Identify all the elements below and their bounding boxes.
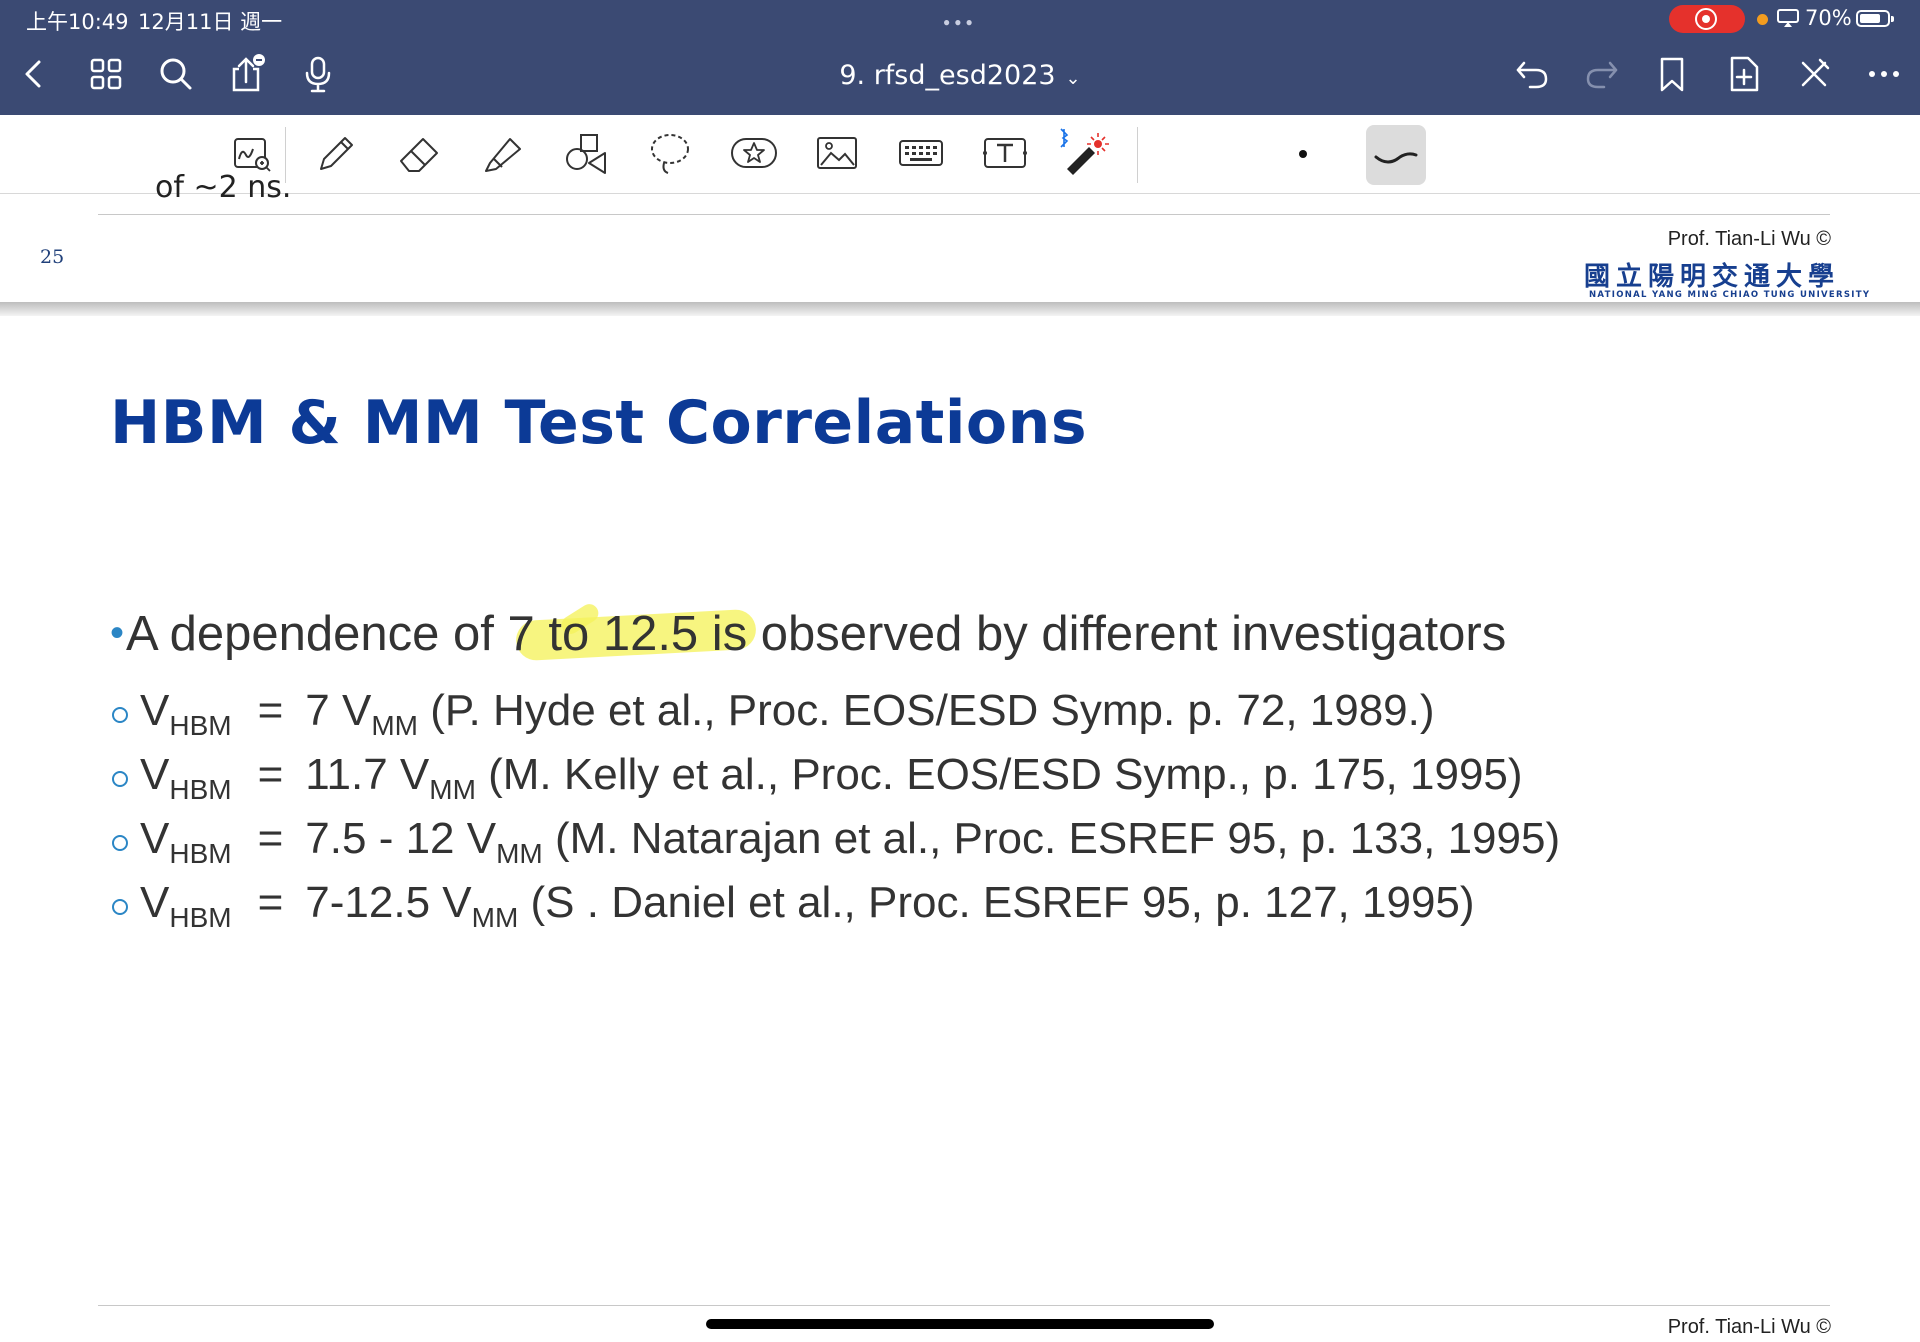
item-symbol: V (140, 750, 170, 799)
chevron-down-icon: ⌄ (1065, 68, 1081, 89)
share-icon[interactable] (226, 54, 266, 94)
item-value-subscript: MM (371, 710, 418, 741)
back-icon[interactable] (14, 54, 54, 94)
item-value: 7-12.5 V (305, 878, 472, 927)
item-value: 7 V (305, 686, 372, 735)
item-subscript: HBM (169, 838, 232, 869)
item-subscript: HBM (169, 902, 232, 933)
undo-icon[interactable] (1512, 54, 1552, 94)
annotation-toolbar (0, 115, 1920, 194)
item-equals: = (257, 878, 284, 927)
lasso-icon[interactable] (642, 127, 698, 179)
text-box-icon[interactable] (977, 127, 1033, 179)
item-symbol: V (140, 814, 170, 863)
battery-percent: 70% (1805, 6, 1852, 30)
author-credit: Prof. Tian-Li Wu © (1667, 228, 1831, 250)
thumbnails-icon[interactable] (86, 54, 126, 94)
stroke-size-dot-icon[interactable] (1299, 150, 1307, 158)
keyboard-icon[interactable] (893, 127, 949, 179)
screen-recording-indicator[interactable] (1669, 5, 1745, 33)
more-icon[interactable] (1864, 54, 1904, 94)
previous-page-text: of ~2 ns. (155, 170, 292, 205)
microphone-icon[interactable] (298, 54, 338, 94)
circle-bullet-icon (112, 899, 128, 915)
university-logo-chinese: 國立陽明交通大學 (1584, 262, 1841, 292)
item-subscript: HBM (169, 710, 232, 741)
item-value: 7.5 - 12 V (305, 814, 497, 863)
highlighter-icon[interactable] (474, 127, 530, 179)
item-subscript: HBM (169, 774, 232, 805)
list-item: VHBM = 7-12.5 VMM (S . Daniel et al., Proc… (112, 878, 1475, 934)
laser-pointer-icon[interactable] (1053, 127, 1109, 179)
top-nav-bar: 上午10:49 12月11日 週一 ●●● 70% 9. rfsd_esd202… (0, 0, 1920, 115)
mic-in-use-indicator (1757, 14, 1768, 25)
item-equals: = (257, 686, 284, 735)
item-equals: = (257, 814, 284, 863)
bookmark-icon[interactable] (1652, 54, 1692, 94)
multitasking-dots-icon[interactable]: ●●● (943, 15, 977, 29)
item-symbol: V (140, 878, 170, 927)
document-title-menu[interactable]: 9. rfsd_esd2023 ⌄ (0, 60, 1920, 91)
item-reference: (S . Daniel et al., Proc. ESREF 95, p. 1… (518, 878, 1475, 927)
item-value: 11.7 V (305, 750, 430, 799)
item-reference: (M. Kelly et al., Proc. EOS/ESD Symp., p… (475, 750, 1523, 799)
list-item: VHBM = 11.7 VMM (M. Kelly et al., Proc. EO… (112, 750, 1523, 806)
page-number: 25 (40, 246, 65, 268)
item-symbol: V (140, 686, 170, 735)
search-icon[interactable] (156, 54, 196, 94)
item-reference: (M. Natarajan et al., Proc. ESREF 95, p.… (542, 814, 1561, 863)
circle-bullet-icon (112, 835, 128, 851)
pen-icon[interactable] (307, 127, 363, 179)
previous-page: of ~2 ns. 25 Prof. Tian-Li Wu © 國立陽明交通大學… (0, 170, 1920, 302)
add-page-icon[interactable] (1724, 54, 1764, 94)
home-indicator[interactable] (706, 1319, 1214, 1329)
university-logo-english: NATIONAL YANG MING CHIAO TUNG UNIVERSITY (1589, 290, 1871, 300)
footer-rule (98, 1305, 1830, 1306)
status-date: 12月11日 週一 (138, 10, 283, 34)
main-bullet-text-start: A dependence of (126, 607, 508, 661)
status-time: 上午10:49 (26, 10, 129, 34)
screen-mirroring-icon (1776, 8, 1800, 28)
list-item: VHBM = 7 VMM (P. Hyde et al., Proc. EOS/ES… (112, 686, 1435, 742)
bullet-dot-icon: • (110, 611, 125, 655)
zoom-writing-icon[interactable] (224, 127, 280, 179)
footer-credit: Prof. Tian-Li Wu © (1667, 1316, 1831, 1338)
item-value-subscript: MM (496, 838, 543, 869)
stroke-style-selected[interactable] (1366, 125, 1426, 185)
circle-bullet-icon (112, 771, 128, 787)
main-bullet: •A dependence of 7 to 12.5 is observed b… (110, 606, 1506, 662)
item-value-subscript: MM (429, 774, 476, 805)
image-icon[interactable] (809, 127, 865, 179)
eraser-icon[interactable] (391, 127, 447, 179)
document-title: 9. rfsd_esd2023 (839, 60, 1056, 91)
battery-icon (1856, 10, 1894, 27)
item-value-subscript: MM (471, 902, 519, 933)
close-tools-icon[interactable] (1794, 54, 1834, 94)
list-item: VHBM = 7.5 - 12 VMM (M. Natarajan et al., … (112, 814, 1560, 870)
redo-icon[interactable] (1582, 54, 1622, 94)
item-equals: = (257, 750, 284, 799)
main-bullet-text-end: is observed by different investigators (698, 607, 1507, 661)
main-bullet-highlighted-text: 7 to 12.5 (507, 607, 699, 661)
shapes-icon[interactable] (557, 127, 613, 179)
page-separator (0, 302, 1920, 316)
sticker-icon[interactable] (726, 127, 782, 179)
circle-bullet-icon (112, 707, 128, 723)
slide-title: HBM & MM Test Correlations (110, 388, 1088, 458)
item-reference: (P. Hyde et al., Proc. EOS/ESD Symp. p. … (418, 686, 1435, 735)
